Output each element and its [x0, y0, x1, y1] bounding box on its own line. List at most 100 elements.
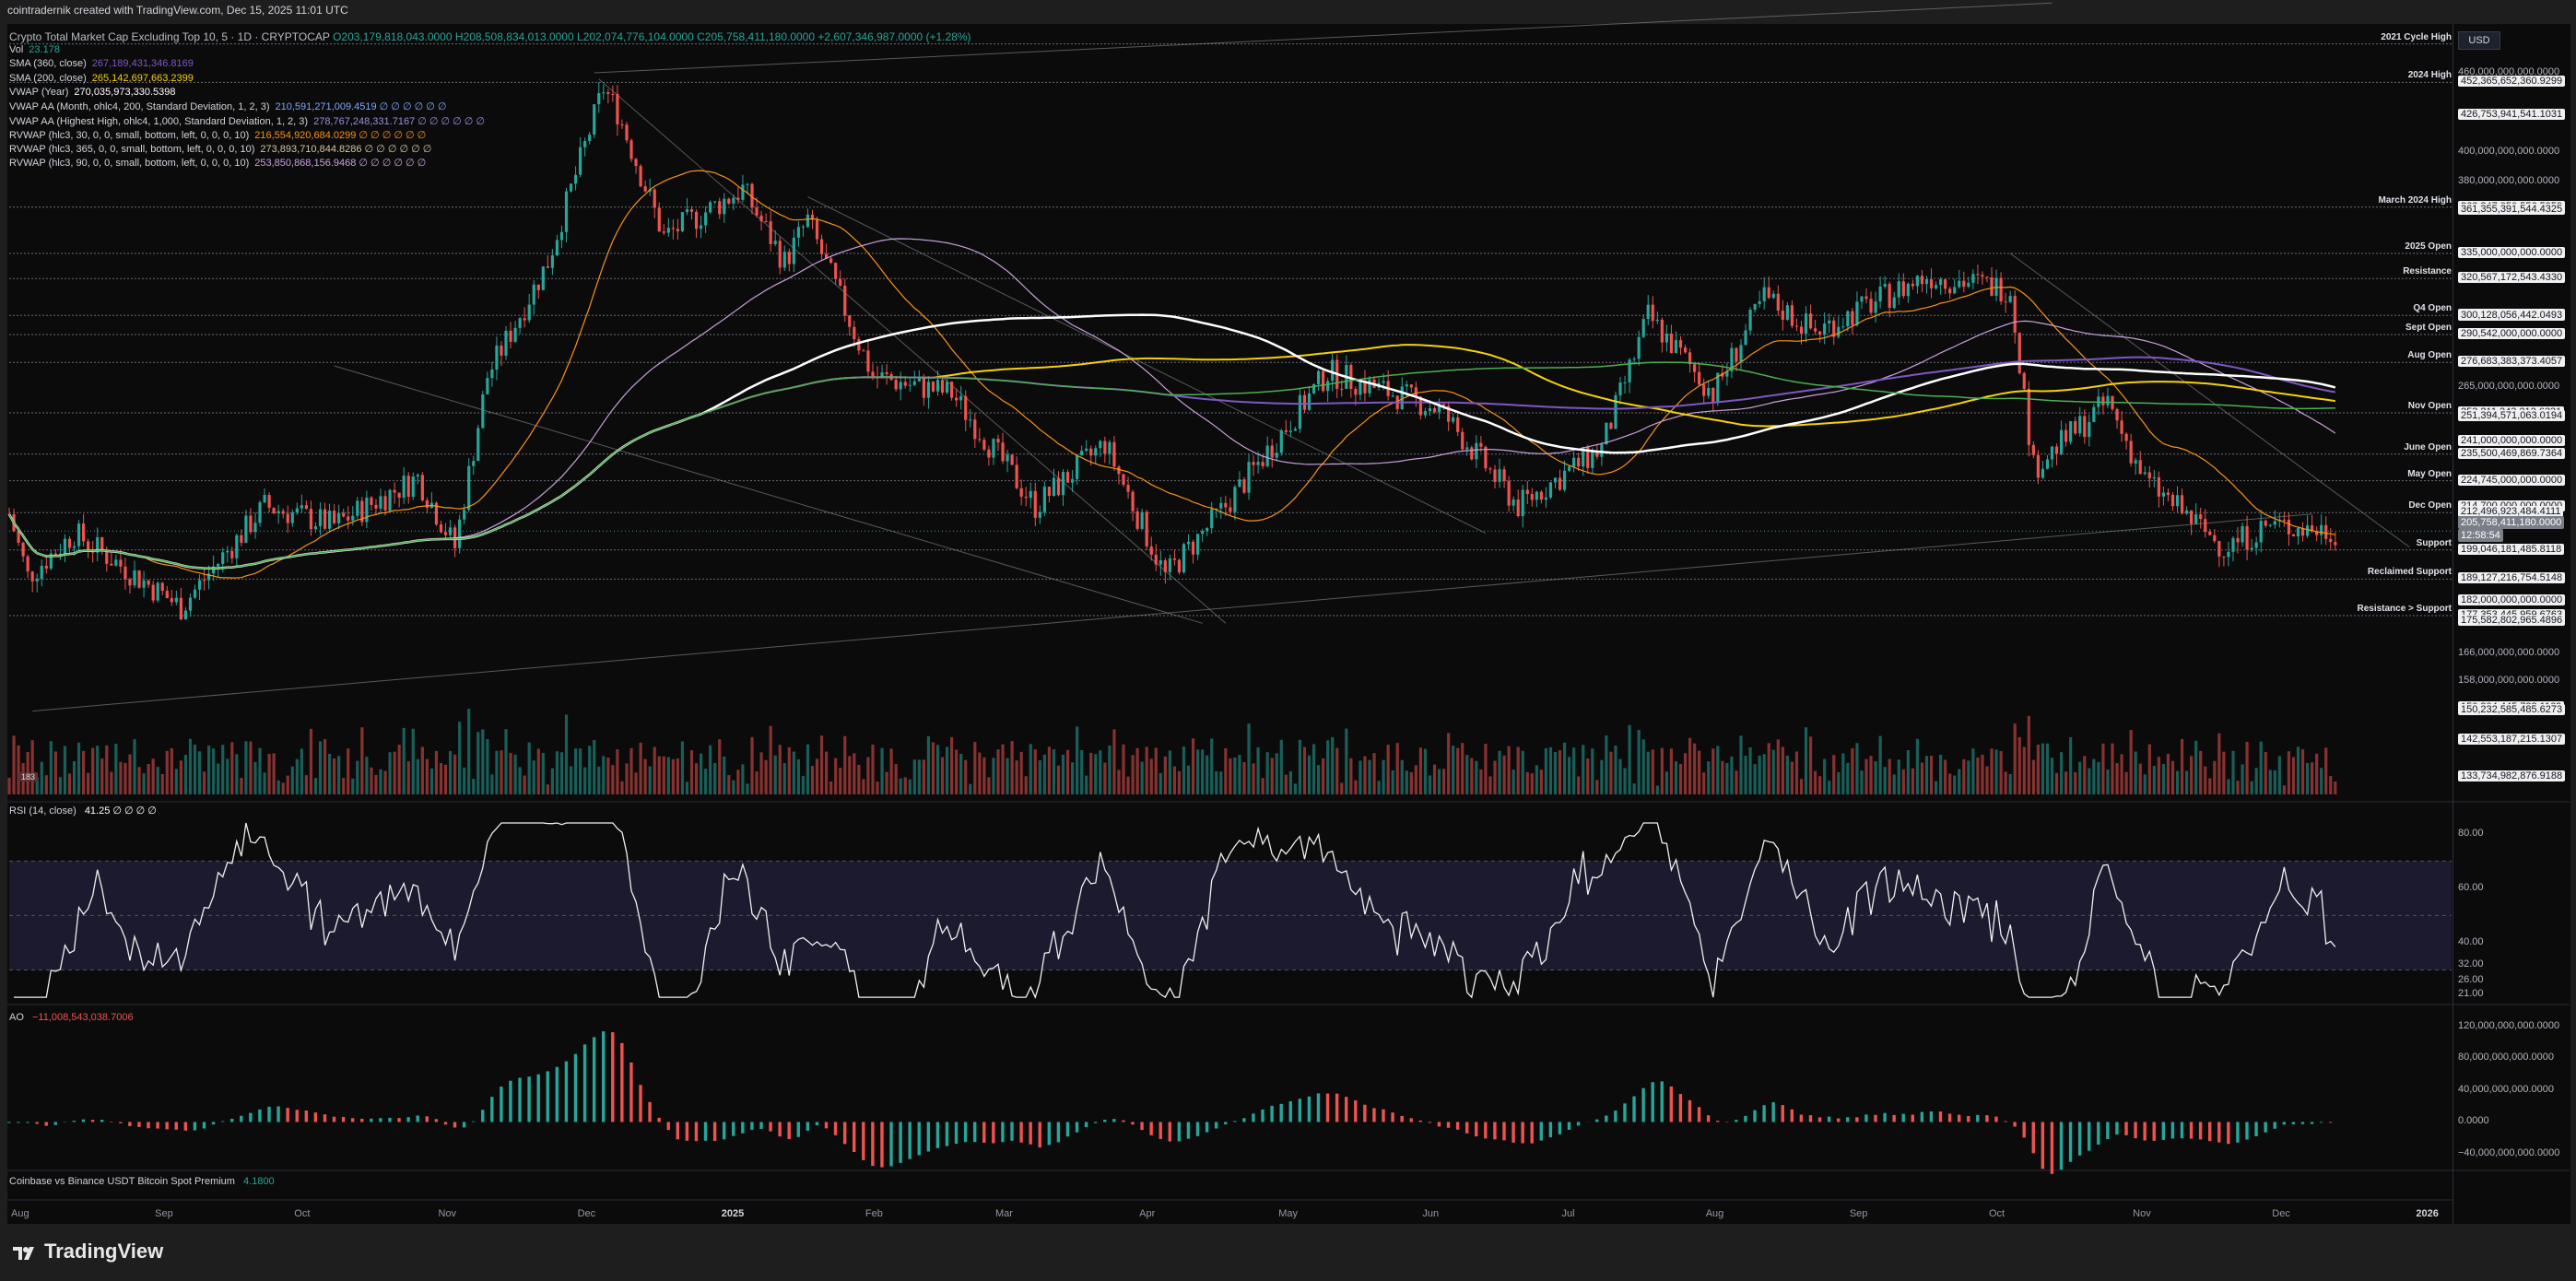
volume-bar	[546, 784, 549, 794]
ao-bar	[2124, 1122, 2128, 1135]
rvwap-90-line[interactable]	[8, 238, 2336, 570]
candle-body	[597, 93, 601, 105]
volume-bar	[950, 736, 954, 794]
candle-body	[96, 536, 100, 553]
indicator-legend-row[interactable]: RVWAP (hlc3, 365, 0, 0, small, bottom, l…	[9, 143, 431, 155]
candle-body	[796, 227, 800, 238]
price-tick: 290,542,000,000.0000	[2458, 328, 2566, 339]
trend-line[interactable]	[334, 365, 1203, 624]
candle-body	[2227, 551, 2230, 558]
candle-body	[416, 475, 419, 477]
indicator-legend-row[interactable]: VWAP (Year) 270,035,973,330.5398	[9, 87, 176, 98]
trend-line[interactable]	[594, 2, 2053, 74]
volume-bar	[969, 783, 972, 794]
volume-bar	[1279, 739, 1283, 794]
volume-bar	[2324, 747, 2328, 794]
candle-body	[982, 440, 986, 450]
volume-bar	[226, 758, 229, 794]
volume-bar	[276, 780, 280, 794]
ao-bar	[350, 1118, 355, 1122]
volume-bar	[1293, 783, 1297, 794]
candle-body	[1437, 404, 1441, 413]
volume-bar	[327, 753, 332, 794]
volume-bar	[2264, 751, 2267, 794]
candle-body	[1832, 320, 1836, 337]
sma-200-line[interactable]	[8, 344, 2335, 570]
volume-bar	[978, 752, 982, 794]
candle-body	[1664, 334, 1668, 343]
vwap-aa-line[interactable]	[8, 361, 2335, 570]
volume-bar	[555, 751, 559, 794]
rsi-line[interactable]	[14, 822, 2336, 999]
volume-bar	[1238, 755, 1241, 794]
chart-panel[interactable]	[7, 24, 2452, 1224]
volume-bar	[2074, 771, 2077, 794]
ao-bar	[2077, 1122, 2082, 1156]
indicator-legend-row[interactable]: VWAP AA (Month, ohlc4, 200, Standard Dev…	[9, 100, 446, 112]
volume-bar	[1897, 759, 1900, 794]
candle-body	[1270, 445, 1274, 458]
ao-histogram[interactable]	[7, 1031, 2333, 1174]
volume-bar	[87, 772, 90, 794]
candle-body	[1507, 481, 1511, 506]
candle-body	[323, 509, 327, 529]
volume-bar	[1781, 746, 1784, 794]
volume-bar	[1860, 770, 1864, 794]
candle-body	[2074, 421, 2077, 434]
volume-bar	[258, 747, 262, 794]
candle-body	[105, 550, 109, 564]
indicator-legend-row[interactable]: Vol 23.178	[9, 44, 60, 55]
candle-body	[1771, 293, 1775, 299]
volume-bar	[559, 752, 564, 794]
trend-line[interactable]	[32, 513, 2312, 712]
candle-body	[1186, 541, 1191, 545]
sma-360-line[interactable]	[8, 356, 2335, 570]
ao-label: AO	[9, 1012, 24, 1023]
candle-body	[662, 231, 665, 233]
volume-bar	[815, 758, 819, 794]
candle-body	[1785, 305, 1789, 320]
candle-body	[1256, 462, 1260, 465]
trend-line[interactable]	[2009, 253, 2410, 548]
candle-body	[969, 419, 972, 421]
indicator-label: VWAP (Year)	[9, 86, 69, 98]
rsi-tick: 80.00	[2458, 827, 2484, 839]
candle-body	[935, 380, 940, 392]
price-tick: 400,000,000,000.0000	[2458, 146, 2560, 158]
volume-bar	[2236, 781, 2240, 794]
indicator-legend-row[interactable]: RVWAP (hlc3, 30, 0, 0, small, bottom, le…	[9, 129, 426, 141]
indicator-legend-row[interactable]: SMA (360, close) 267,189,431,346.8169	[9, 58, 194, 69]
ao-bar	[1790, 1109, 1794, 1122]
volume-bar	[1103, 762, 1107, 794]
volume-bar	[1948, 773, 1952, 794]
indicator-legend-row[interactable]: SMA (200, close) 265,142,697,663.2399	[9, 73, 194, 84]
vwap-year-line[interactable]	[7, 313, 2336, 570]
volume-bar	[420, 746, 424, 794]
price-tick: 380,000,000,000.0000	[2458, 175, 2560, 187]
candle-body	[689, 209, 694, 212]
candle-body	[2291, 534, 2296, 536]
currency-button[interactable]: USD	[2458, 31, 2500, 50]
candles[interactable]	[7, 81, 2337, 794]
candle-body	[1229, 507, 1232, 512]
trend-line[interactable]	[807, 196, 1487, 534]
indicator-legend-row[interactable]: RVWAP (hlc3, 90, 0, 0, small, bottom, le…	[9, 157, 426, 169]
ao-bar	[2170, 1122, 2175, 1139]
ao-bar	[1688, 1099, 1692, 1122]
volume-bar	[704, 769, 708, 794]
time-axis-label: 2025	[721, 1208, 745, 1219]
volume-bar	[2320, 768, 2323, 794]
volume-bar	[1846, 762, 1850, 794]
candle-body	[1628, 359, 1631, 382]
rvwap-30-line[interactable]	[8, 170, 2335, 579]
candle-body	[1461, 431, 1464, 450]
volume-bar	[100, 758, 104, 794]
trend-line[interactable]	[598, 78, 1227, 624]
indicator-legend-row[interactable]: VWAP AA (Highest High, ohlc4, 1,000, Sta…	[9, 115, 485, 127]
ohlc-low: L202,074,776,104.0000	[577, 30, 694, 43]
volume-bar	[857, 764, 861, 794]
volume-bar	[1730, 756, 1734, 794]
candle-body	[1660, 319, 1664, 343]
level-label: 2025 Open	[2405, 241, 2452, 252]
